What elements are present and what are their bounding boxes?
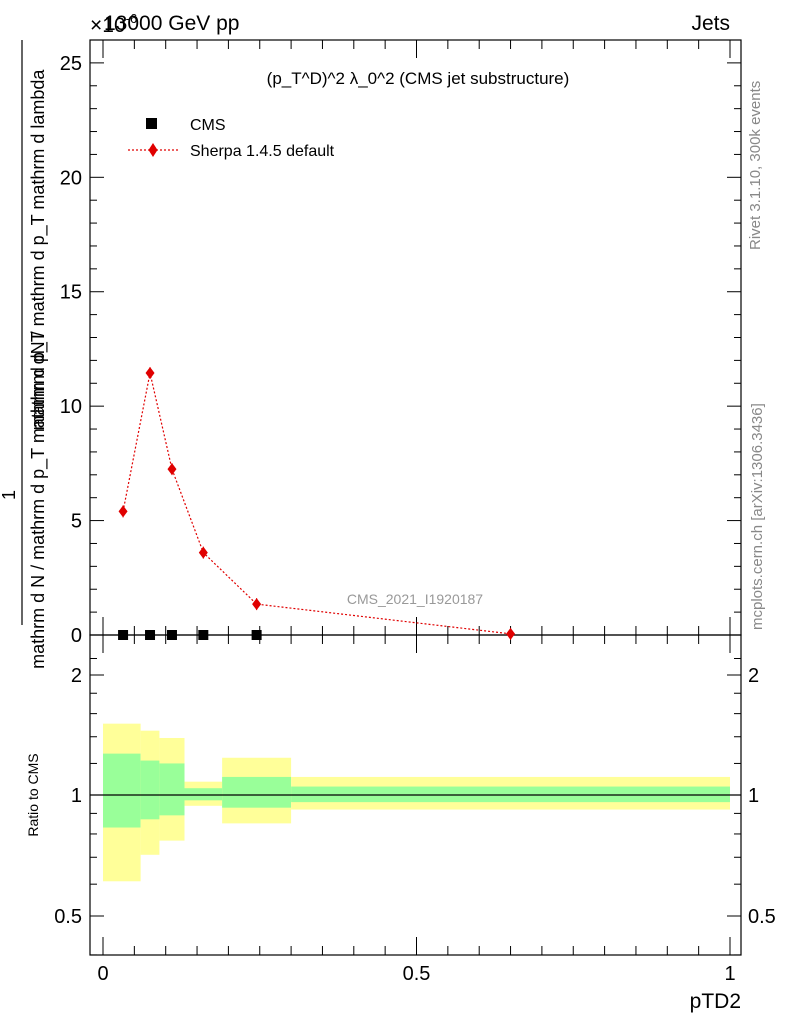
ratio-tick-label-right-2: 2 bbox=[748, 665, 759, 687]
ratio-green-band-1 bbox=[140, 760, 160, 820]
x-axis-ticks: 0 0.5 1 bbox=[97, 40, 736, 985]
ratio-axis-ticks: 0.5 0.5 1 1 2 2 bbox=[54, 657, 776, 956]
sherpa-point-1 bbox=[145, 366, 155, 379]
y-axis-label-one: 1 bbox=[0, 490, 19, 500]
cms-point-0 bbox=[118, 630, 129, 640]
legend-cms-label: CMS bbox=[190, 117, 226, 134]
y-tick-label-1: 5 bbox=[71, 511, 82, 533]
y-tick-label-5: 25 bbox=[60, 53, 82, 75]
series-sherpa bbox=[118, 366, 516, 640]
cms-point-4 bbox=[251, 630, 262, 640]
ratio-y-label: Ratio to CMS bbox=[25, 753, 41, 836]
cms-point-2 bbox=[166, 630, 177, 640]
main-axis-ticks: 0 5 10 15 20 25 bbox=[60, 39, 741, 647]
y-axis-label-numerator: mathrm dN / mathrm d p_T mathrm d lambda bbox=[28, 69, 49, 431]
energy-label: 13000 GeV pp bbox=[104, 12, 239, 35]
y-tick-label-4: 20 bbox=[60, 167, 82, 189]
y-tick-label-0: 0 bbox=[71, 625, 82, 647]
ratio-green-band-4 bbox=[222, 776, 292, 808]
y-tick-label-3: 15 bbox=[60, 282, 82, 304]
ratio-tick-label-left-0: 0.5 bbox=[54, 906, 82, 928]
analysis-label: CMS_2021_I1920187 bbox=[347, 591, 483, 607]
x-tick-label-1: 0.5 bbox=[403, 963, 431, 985]
y-axis-label-denominator: mathrm d N / mathrm d p_T mathrm d p_T bbox=[28, 331, 49, 669]
ratio-green-band-2 bbox=[159, 763, 185, 816]
ratio-green-band-5 bbox=[291, 786, 730, 803]
legend-sherpa-label: Sherpa 1.4.5 default bbox=[190, 143, 335, 160]
mcplots-label: mcplots.cern.ch [arXiv:1306.3436] bbox=[749, 403, 766, 630]
y-tick-label-2: 10 bbox=[60, 396, 82, 418]
ratio-tick-label-right-1: 1 bbox=[748, 785, 759, 807]
ratio-green-band-0 bbox=[103, 753, 141, 828]
legend: CMS Sherpa 1.4.5 default bbox=[128, 117, 335, 160]
sherpa-point-0 bbox=[118, 505, 128, 518]
x-tick-label-0: 0 bbox=[97, 963, 108, 985]
cms-point-1 bbox=[145, 630, 156, 640]
ratio-tick-label-left-2: 2 bbox=[71, 665, 82, 687]
ratio-tick-label-left-1: 1 bbox=[71, 785, 82, 807]
legend-cms-marker bbox=[146, 118, 157, 129]
ratio-green-band-3 bbox=[184, 788, 223, 801]
cms-point-3 bbox=[198, 630, 209, 640]
legend-sherpa-marker bbox=[148, 143, 158, 157]
sherpa-point-4 bbox=[252, 598, 262, 611]
rivet-label: Rivet 3.1.10, 300k events bbox=[747, 81, 764, 250]
exponent-label: ×10-6 bbox=[90, 11, 137, 37]
process-label: Jets bbox=[691, 12, 730, 35]
ratio-bands bbox=[103, 723, 730, 882]
sherpa-point-5 bbox=[506, 627, 516, 640]
sherpa-point-3 bbox=[198, 546, 208, 559]
series-cms bbox=[118, 630, 262, 640]
y-axis-label: mathrm dN / mathrm d p_T mathrm d lambda… bbox=[0, 40, 49, 669]
plot-title: (p_T^D)^2 λ_0^2 (CMS jet substructure) bbox=[267, 69, 570, 88]
sherpa-point-2 bbox=[167, 463, 177, 476]
ratio-tick-label-right-0: 0.5 bbox=[748, 906, 776, 928]
x-axis-label: pTD2 bbox=[690, 990, 741, 1013]
main-panel-frame bbox=[89, 39, 742, 636]
x-tick-label-2: 1 bbox=[724, 963, 735, 985]
sherpa-line bbox=[122, 372, 511, 635]
